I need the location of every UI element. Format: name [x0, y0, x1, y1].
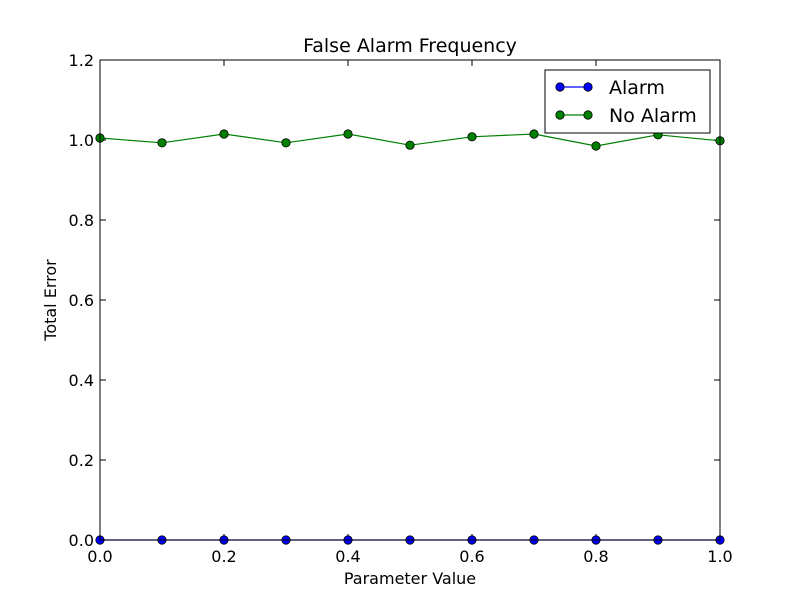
y-tick-label: 0.6	[69, 291, 94, 310]
data-point-no-alarm	[157, 138, 167, 148]
legend-marker-alarm	[555, 82, 565, 92]
x-tick-label: 0.4	[335, 547, 360, 566]
x-tick-label: 0.0	[87, 547, 112, 566]
data-point-no-alarm	[591, 141, 601, 151]
legend-marker-no-alarm	[583, 110, 593, 120]
data-point-no-alarm	[529, 129, 539, 139]
legend-label-no-alarm: No Alarm	[609, 105, 697, 127]
chart-title: False Alarm Frequency	[303, 35, 517, 57]
series-no-alarm	[95, 129, 725, 151]
data-point-no-alarm	[281, 138, 291, 148]
plot-area	[95, 59, 725, 545]
legend: Alarm No Alarm	[544, 69, 711, 134]
x-axis-label: Parameter Value	[344, 569, 476, 588]
plot-background	[100, 60, 720, 540]
y-tick-label: 1.0	[69, 131, 94, 150]
data-point-no-alarm	[343, 129, 353, 139]
legend-box	[544, 69, 711, 134]
legend-label-alarm: Alarm	[609, 77, 665, 99]
legend-entry-alarm: Alarm	[555, 77, 665, 99]
tick-labels: 0.0 0.2 0.4 0.6 0.8 1.0 0.0 0.2 0.4 0.6 0.8 1.0 1.2	[69, 51, 733, 566]
y-tick-label: 0.2	[69, 451, 94, 470]
data-point-no-alarm	[405, 140, 415, 150]
legend-entries: Alarm No Alarm	[555, 77, 697, 127]
legend-marker-alarm	[583, 82, 593, 92]
y-tick-label: 0.4	[69, 371, 94, 390]
y-tick-label: 1.2	[69, 51, 94, 70]
x-tick-label: 0.8	[583, 547, 608, 566]
data-point-no-alarm	[467, 132, 477, 142]
legend-entry-no-alarm: No Alarm	[555, 105, 697, 127]
x-tick-label: 0.6	[459, 547, 484, 566]
y-axis-label: Total Error	[41, 259, 60, 342]
plot-frame	[99, 59, 721, 541]
data-point-no-alarm	[219, 129, 229, 139]
x-tick-label: 0.2	[211, 547, 236, 566]
x-tick-label: 1.0	[707, 547, 732, 566]
y-tick-label: 0.0	[69, 531, 94, 550]
legend-marker-no-alarm	[555, 110, 565, 120]
y-tick-label: 0.8	[69, 211, 94, 230]
